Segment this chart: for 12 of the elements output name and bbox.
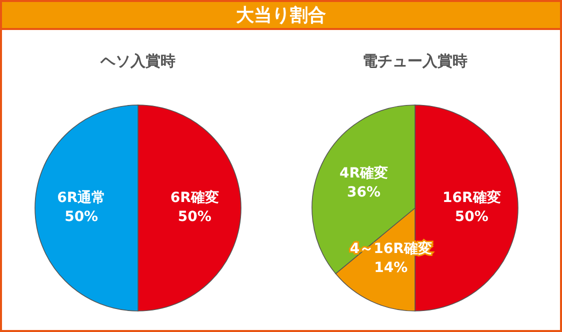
slice-label: 6R通常 bbox=[57, 188, 106, 206]
slice-label: 6R確変 bbox=[170, 188, 219, 206]
text: 大当り割合 bbox=[235, 4, 326, 26]
data-label: 36% bbox=[346, 184, 380, 201]
chart-title: 電チュー入賞時 bbox=[362, 52, 468, 70]
slice-label: 4R確変 bbox=[339, 164, 388, 182]
chart-title: ヘソ入賞時 bbox=[100, 52, 176, 70]
data-label: 50% bbox=[454, 208, 488, 225]
data-label: 50% bbox=[64, 208, 98, 225]
slice-label: 16R確変 bbox=[442, 188, 501, 206]
data-label: 50% bbox=[178, 208, 212, 225]
data-label: 14% bbox=[374, 260, 408, 276]
